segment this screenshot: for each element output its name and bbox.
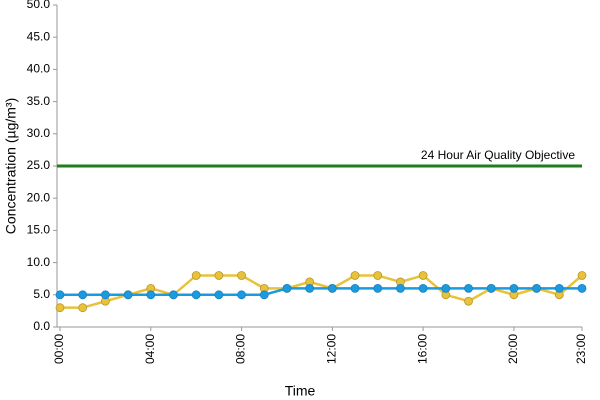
- data-point: [577, 283, 587, 293]
- data-point: [464, 283, 473, 293]
- data-point: [509, 283, 519, 293]
- y-tick-label: 20.0: [27, 190, 51, 204]
- data-point: [373, 271, 383, 280]
- data-point: [191, 271, 201, 280]
- data-point: [78, 290, 88, 300]
- y-tick-label: 0.0: [33, 319, 50, 333]
- data-point: [396, 283, 405, 293]
- data-point: [237, 271, 246, 280]
- reference-label: 24 Hour Air Quality Objective: [421, 148, 575, 162]
- data-point: [532, 283, 542, 293]
- y-tick-label: 5.0: [33, 287, 50, 301]
- data-point: [418, 271, 428, 280]
- data-point: [214, 271, 224, 280]
- data-point: [214, 290, 224, 300]
- x-axis-label: Time: [285, 383, 316, 399]
- y-tick-label: 30.0: [27, 126, 51, 140]
- data-point: [146, 290, 156, 300]
- x-tick-label: 00:00: [52, 334, 66, 364]
- data-point: [577, 271, 587, 280]
- data-point: [282, 283, 292, 293]
- data-point: [237, 290, 246, 300]
- y-tick-label: 45.0: [27, 29, 51, 43]
- x-tick-label: 04:00: [143, 334, 157, 364]
- data-point: [441, 283, 451, 293]
- data-point: [464, 296, 473, 306]
- y-tick-label: 50.0: [27, 0, 51, 11]
- y-tick-label: 10.0: [27, 255, 51, 269]
- x-tick-label: 12:00: [325, 334, 339, 364]
- data-point: [350, 271, 360, 280]
- x-tick-label: 16:00: [415, 334, 429, 364]
- data-point: [100, 290, 110, 300]
- data-point: [373, 283, 383, 293]
- x-tick-label: 20:00: [506, 334, 520, 364]
- data-point: [55, 303, 65, 313]
- x-tick-label: 23:00: [574, 334, 588, 364]
- data-point: [305, 283, 315, 293]
- data-point: [55, 290, 65, 300]
- data-point: [191, 290, 201, 300]
- data-point: [554, 283, 564, 293]
- data-point: [327, 283, 337, 293]
- y-tick-label: 40.0: [27, 62, 51, 76]
- x-tick-label: 08:00: [234, 334, 248, 364]
- data-point: [259, 290, 269, 300]
- data-point: [123, 290, 133, 300]
- data-point: [418, 283, 428, 293]
- y-tick-label: 15.0: [27, 223, 51, 237]
- y-tick-label: 35.0: [27, 94, 51, 108]
- y-tick-label: 25.0: [27, 158, 51, 172]
- data-point: [169, 290, 178, 300]
- data-point: [78, 303, 88, 313]
- series-line: [60, 274, 583, 309]
- y-axis-label: Concentration (µg/m³): [3, 98, 19, 234]
- data-point: [486, 283, 496, 293]
- data-point: [350, 283, 360, 293]
